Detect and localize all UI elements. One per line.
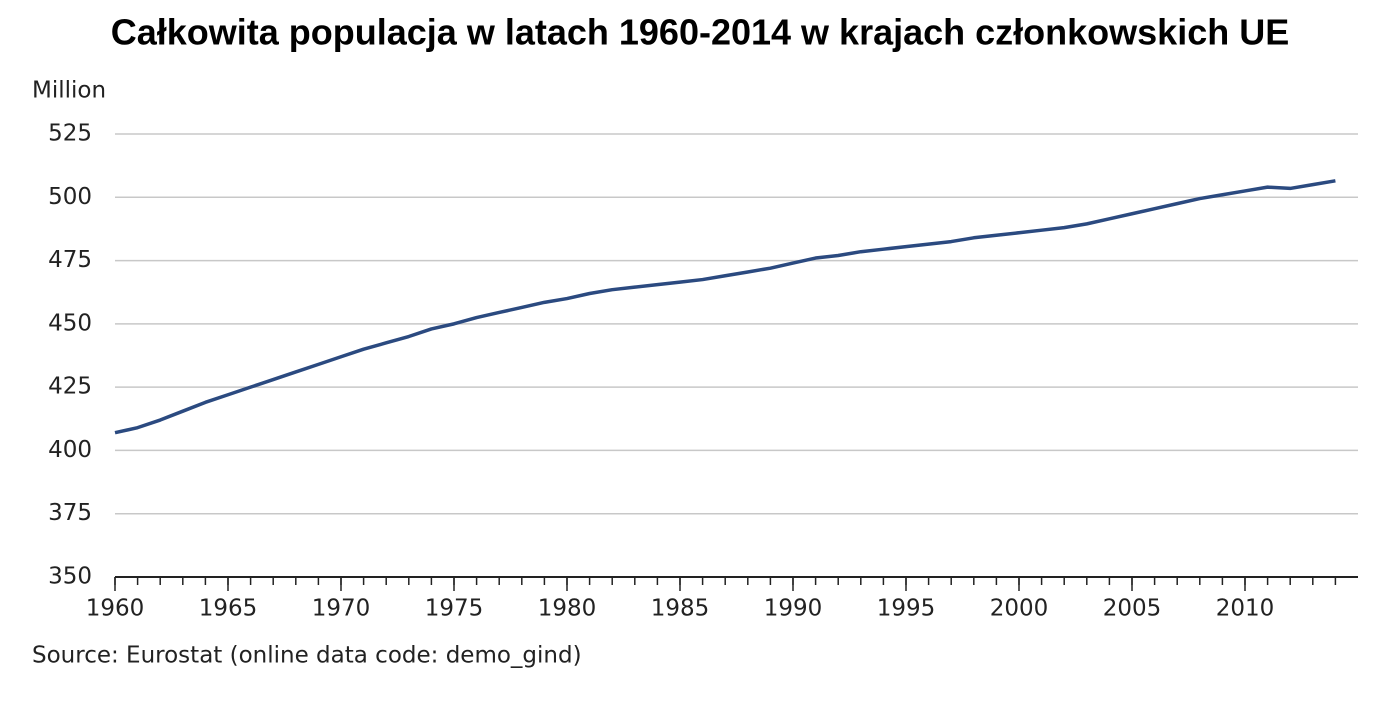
y-tick-label: 500	[48, 184, 92, 210]
data-line	[114, 179, 1336, 435]
x-tick-label: 1960	[86, 596, 145, 622]
y-tick-label: 350	[48, 564, 92, 590]
y-tick-label: 450	[48, 310, 92, 336]
x-tick-label: 2000	[990, 596, 1049, 622]
x-tick-label: 1995	[877, 596, 936, 622]
x-tick-label: 1965	[199, 596, 258, 622]
y-tick-label: 375	[48, 500, 92, 526]
x-tick-label: 1975	[425, 596, 484, 622]
y-tick-label: 475	[48, 247, 92, 273]
y-tick-label: 425	[48, 374, 92, 400]
x-tick-label: 2005	[1103, 596, 1162, 622]
x-tick-label: 2010	[1216, 596, 1275, 622]
x-tick-label: 1970	[312, 596, 371, 622]
chart-title: Całkowita populacja w latach 1960-2014 w…	[111, 12, 1289, 53]
x-tick-label: 1985	[651, 596, 710, 622]
y-tick-label: 400	[48, 437, 92, 463]
x-tick-label: 1980	[538, 596, 597, 622]
x-tick-label: 1990	[764, 596, 823, 622]
y-tick-label: 525	[48, 121, 92, 147]
y-axis-label: Million	[32, 78, 106, 104]
source-note: Source: Eurostat (online data code: demo…	[32, 643, 582, 669]
